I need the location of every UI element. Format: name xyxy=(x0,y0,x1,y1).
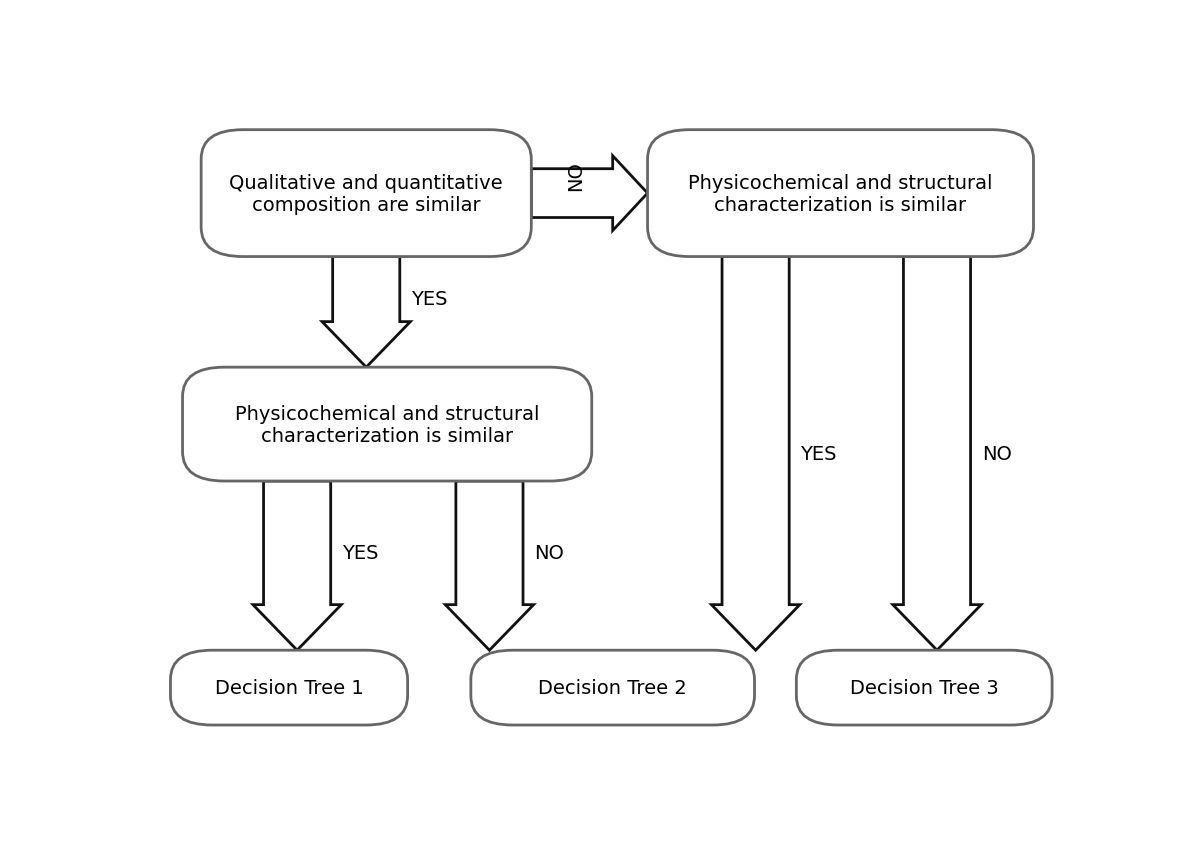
Text: NO: NO xyxy=(982,444,1012,463)
Text: YES: YES xyxy=(410,290,448,309)
Polygon shape xyxy=(445,481,534,651)
FancyBboxPatch shape xyxy=(648,131,1033,257)
Text: Qualitative and quantitative
composition are similar: Qualitative and quantitative composition… xyxy=(229,173,503,214)
FancyBboxPatch shape xyxy=(182,368,592,481)
Polygon shape xyxy=(253,481,341,651)
Polygon shape xyxy=(322,257,410,368)
Polygon shape xyxy=(532,156,648,231)
FancyBboxPatch shape xyxy=(797,651,1052,725)
Text: NO: NO xyxy=(566,161,584,191)
Text: NO: NO xyxy=(534,544,564,562)
FancyBboxPatch shape xyxy=(470,651,755,725)
Polygon shape xyxy=(712,257,799,651)
FancyBboxPatch shape xyxy=(202,131,532,257)
Polygon shape xyxy=(893,257,982,651)
Text: YES: YES xyxy=(342,544,378,562)
Text: Decision Tree 2: Decision Tree 2 xyxy=(539,679,688,697)
Text: Decision Tree 1: Decision Tree 1 xyxy=(215,679,364,697)
Text: Physicochemical and structural
characterization is similar: Physicochemical and structural character… xyxy=(689,173,992,214)
Text: Decision Tree 3: Decision Tree 3 xyxy=(850,679,998,697)
Text: YES: YES xyxy=(800,444,836,463)
Text: Physicochemical and structural
characterization is similar: Physicochemical and structural character… xyxy=(235,404,540,445)
FancyBboxPatch shape xyxy=(170,651,408,725)
